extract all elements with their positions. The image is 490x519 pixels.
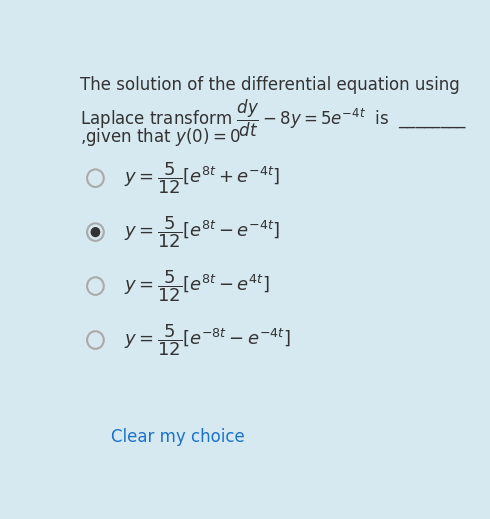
- Text: $y = \dfrac{5}{12}\left[e^{-8t} - e^{-4t}\right]$: $y = \dfrac{5}{12}\left[e^{-8t} - e^{-4t…: [124, 322, 291, 358]
- Text: $y = \dfrac{5}{12}\left[e^{8t} - e^{-4t}\right]$: $y = \dfrac{5}{12}\left[e^{8t} - e^{-4t}…: [124, 214, 280, 250]
- Text: ,given that $y(0) = 0$: ,given that $y(0) = 0$: [80, 126, 241, 148]
- Text: $y = \dfrac{5}{12}\left[e^{8t} - e^{4t}\right]$: $y = \dfrac{5}{12}\left[e^{8t} - e^{4t}\…: [124, 268, 270, 304]
- Text: Laplace transform $\dfrac{dy}{dt} - 8y = 5e^{-4t}$  is  ________: Laplace transform $\dfrac{dy}{dt} - 8y =…: [80, 98, 467, 140]
- Text: Clear my choice: Clear my choice: [111, 428, 245, 446]
- Text: The solution of the differential equation using: The solution of the differential equatio…: [80, 76, 460, 94]
- Text: $y = \dfrac{5}{12}\left[e^{8t} + e^{-4t}\right]$: $y = \dfrac{5}{12}\left[e^{8t} + e^{-4t}…: [124, 160, 280, 196]
- Circle shape: [91, 228, 99, 237]
